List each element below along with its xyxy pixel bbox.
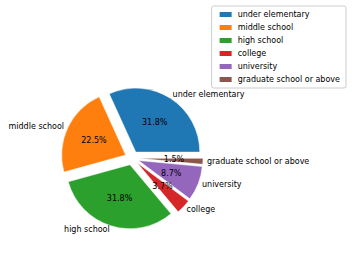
svg-text:22.5%: 22.5% bbox=[81, 136, 107, 145]
svg-text:under elementary: under elementary bbox=[238, 10, 310, 19]
svg-text:university: university bbox=[202, 180, 242, 189]
svg-text:1.5%: 1.5% bbox=[164, 155, 185, 164]
svg-text:3.7%: 3.7% bbox=[152, 182, 173, 191]
svg-text:under elementary: under elementary bbox=[173, 90, 245, 99]
svg-text:graduate school or above: graduate school or above bbox=[207, 157, 309, 166]
svg-text:31.8%: 31.8% bbox=[107, 194, 133, 203]
svg-text:high school: high school bbox=[64, 225, 110, 234]
svg-text:high school: high school bbox=[238, 36, 284, 45]
svg-text:university: university bbox=[238, 62, 278, 71]
svg-text:31.8%: 31.8% bbox=[142, 118, 168, 127]
svg-text:middle school: middle school bbox=[9, 122, 65, 131]
svg-text:8.7%: 8.7% bbox=[161, 169, 182, 178]
svg-text:college: college bbox=[187, 205, 216, 214]
svg-text:graduate school or above: graduate school or above bbox=[238, 75, 340, 84]
svg-text:college: college bbox=[238, 49, 267, 58]
svg-text:middle school: middle school bbox=[238, 23, 294, 32]
